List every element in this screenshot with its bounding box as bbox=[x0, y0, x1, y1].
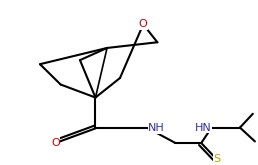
Text: NH: NH bbox=[148, 123, 165, 133]
Text: S: S bbox=[213, 154, 220, 164]
Text: HN: HN bbox=[195, 123, 212, 133]
Text: O: O bbox=[51, 138, 60, 148]
Text: O: O bbox=[139, 19, 148, 29]
